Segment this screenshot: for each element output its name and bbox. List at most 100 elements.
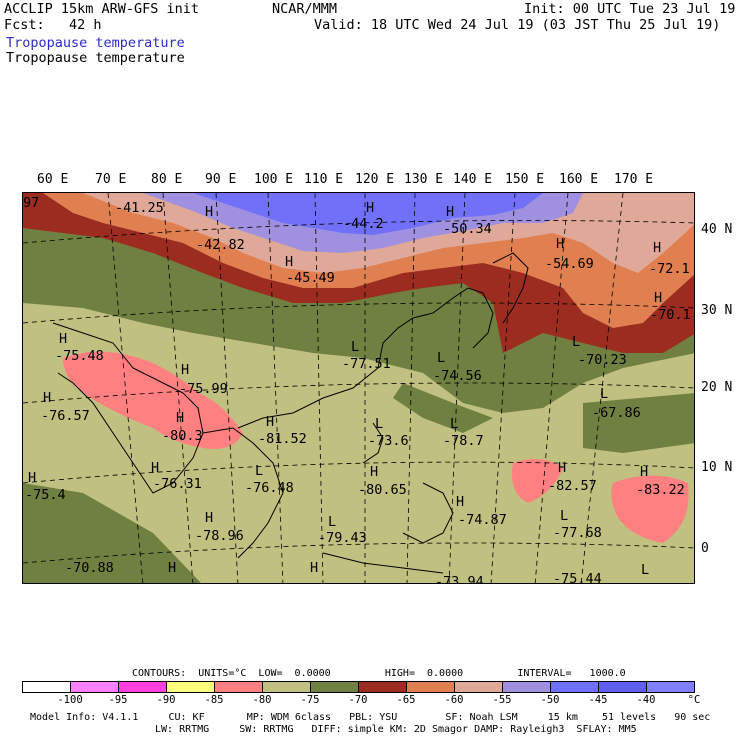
field-fill-m50-m45	[193, 193, 543, 235]
lon-label: 150 E	[505, 172, 545, 187]
lat-label: 30 N	[701, 303, 733, 318]
coastlines	[52, 252, 529, 574]
lat-label: 0	[701, 541, 709, 556]
map-svg	[23, 193, 694, 583]
colorbar-label: -95	[108, 694, 128, 706]
low-marker: L	[437, 350, 446, 366]
colorbar-label: -70	[348, 694, 368, 706]
high-marker: H	[370, 464, 379, 480]
colorbar-swatch	[455, 682, 503, 692]
lon-label: 120 E	[355, 172, 395, 187]
colorbar-swatch	[23, 682, 71, 692]
colorbar-swatch	[263, 682, 311, 692]
model-info-line2: LW: RRTMG SW: RRTMG DIFF: simple KM: 2D …	[155, 724, 637, 735]
colorbar-swatch	[215, 682, 263, 692]
map-value-label: -73.6	[368, 433, 409, 449]
colorbar-swatch	[71, 682, 119, 692]
map-value-label: -76.48	[245, 480, 294, 496]
colorbar-label: -90	[156, 694, 176, 706]
field-fill-m75-m70-sw	[23, 483, 202, 583]
field-fill-m75-m70-e	[583, 393, 694, 453]
high-marker: H	[640, 464, 649, 480]
lon-label: 130 E	[404, 172, 444, 187]
lon-label: 80 E	[151, 172, 183, 187]
high-marker: H	[205, 204, 214, 220]
lat-lon-grid	[23, 193, 694, 583]
lon-label: 70 E	[95, 172, 127, 187]
field-fill-m85-m80-east	[611, 475, 689, 543]
map-value-label: -82.57	[548, 478, 597, 494]
high-marker: H	[446, 204, 455, 220]
contours-info: CONTOURS: UNITS=°C LOW= 0.0000 HIGH= 0.0…	[132, 668, 626, 679]
high-marker: H	[151, 460, 160, 476]
map-value-label: -45.49	[286, 270, 335, 286]
map-value-label: -78.7	[443, 433, 484, 449]
map-value-label: -80.65	[358, 482, 407, 498]
high-marker: H	[558, 460, 567, 476]
map-value-label: -74.87	[458, 512, 507, 528]
high-marker: H	[285, 254, 294, 270]
map-value-label: -77.68	[553, 525, 602, 541]
map-value-label: -44.2	[343, 216, 384, 232]
low-marker: L	[560, 508, 569, 524]
low-marker: L	[450, 416, 459, 432]
field-fill-m75-m70-c	[393, 383, 493, 433]
map-value-label: -81.52	[258, 431, 307, 447]
colorbar-swatch	[119, 682, 167, 692]
header-forecast: Fcst: 42 h	[4, 17, 102, 33]
lon-label: 110 E	[304, 172, 344, 187]
map-value-label: -41.25	[115, 200, 164, 216]
header-title: ACCLIP 15km ARW-GFS init	[4, 1, 200, 17]
colorbar-swatch	[599, 682, 647, 692]
colorbar-label: -55	[492, 694, 512, 706]
low-marker: L	[572, 334, 581, 350]
colorbar-label: -85	[204, 694, 224, 706]
lon-label: 60 E	[37, 172, 69, 187]
lat-label: 20 N	[701, 380, 733, 395]
colorbar-units: °C	[687, 694, 701, 706]
field-title-contour: Tropopause temperature	[6, 50, 185, 66]
colorbar-swatch	[311, 682, 359, 692]
map-value-label: -77.51	[342, 356, 391, 372]
lat-label: 10 N	[701, 460, 733, 475]
colorbar-swatch	[167, 682, 215, 692]
high-marker: H	[176, 410, 185, 426]
high-marker: H	[366, 200, 375, 216]
map-value-label: 97	[23, 195, 40, 211]
field-fill-m85-m80-pacific	[512, 459, 563, 503]
colorbar-label: -75	[300, 694, 320, 706]
map-value-label: -75.99	[179, 381, 228, 397]
map-value-label: -74.56	[433, 368, 482, 384]
map-value-label: -80.3	[162, 428, 203, 444]
colorbar-label: -60	[444, 694, 464, 706]
high-marker: H	[43, 390, 52, 406]
map-value-label: -54.69	[545, 256, 594, 272]
lon-label: 100 E	[254, 172, 294, 187]
colorbar-label: -45	[588, 694, 608, 706]
map-value-label: -79.43	[318, 530, 367, 546]
high-marker: H	[59, 331, 68, 347]
low-marker: L	[600, 386, 609, 402]
map-value-label: -75.4	[25, 487, 66, 503]
low-marker: L	[328, 514, 337, 530]
header-init: Init: 00 UTC Tue 23 Jul 19	[524, 1, 736, 17]
map-value-label: -76.31	[153, 476, 202, 492]
field-title-shaded: Tropopause temperature	[6, 35, 185, 51]
map-value-label: -42.82	[196, 237, 245, 253]
lon-label: 160 E	[559, 172, 599, 187]
field-fill-m85-m80-india	[63, 351, 243, 449]
colorbar-swatch	[359, 682, 407, 692]
low-marker: L	[375, 416, 384, 432]
colorbar-swatch	[407, 682, 455, 692]
map-panel: -41.25 -42.82 -44.2 -50.34 -45.49 -54.69…	[22, 192, 695, 584]
colorbar-label: -100	[57, 694, 83, 706]
map-value-label: -73.94	[435, 574, 484, 584]
low-marker: L	[641, 562, 650, 578]
low-marker: L	[351, 339, 360, 355]
map-value-label: -67.86	[592, 405, 641, 421]
lon-label: 90 E	[205, 172, 237, 187]
map-value-label: -78.96	[195, 528, 244, 544]
high-marker: H	[654, 290, 663, 306]
colorbar-label: -65	[396, 694, 416, 706]
high-marker: H	[181, 362, 190, 378]
